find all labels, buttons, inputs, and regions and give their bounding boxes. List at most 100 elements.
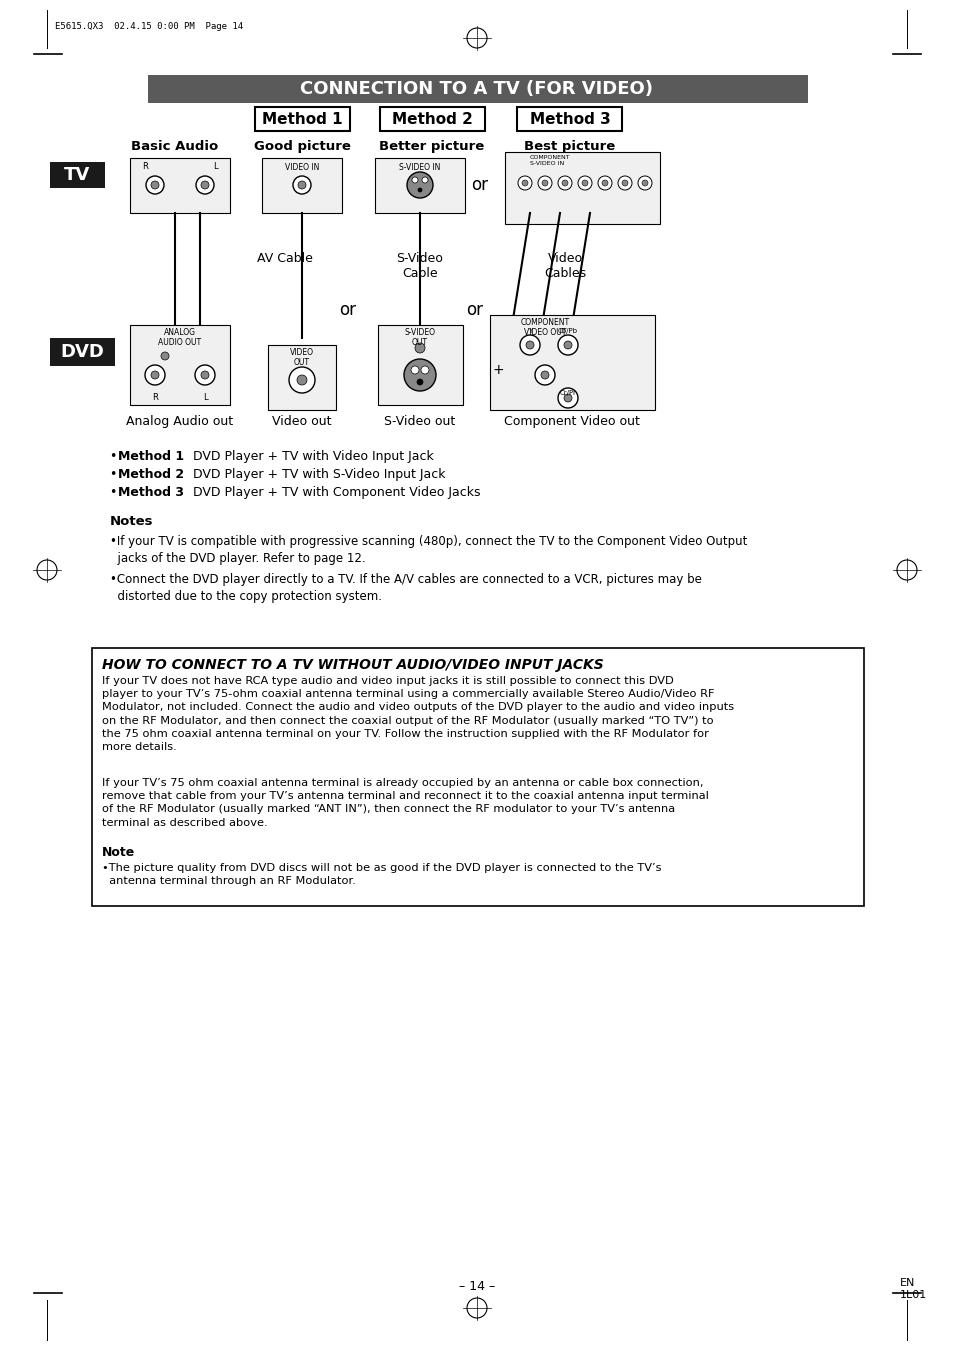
Text: If your TV’s 75 ohm coaxial antenna terminal is already occupied by an antenna o: If your TV’s 75 ohm coaxial antenna term… xyxy=(102,778,708,827)
Circle shape xyxy=(578,175,592,190)
Circle shape xyxy=(598,175,612,190)
Bar xyxy=(91,648,863,907)
Text: AV Cable: AV Cable xyxy=(256,252,313,264)
Circle shape xyxy=(561,179,567,186)
Circle shape xyxy=(558,389,578,407)
Text: S-Video out: S-Video out xyxy=(384,415,456,428)
Circle shape xyxy=(201,181,209,189)
Circle shape xyxy=(525,341,534,349)
Bar xyxy=(262,158,341,213)
Bar xyxy=(375,158,464,213)
Circle shape xyxy=(293,175,311,194)
Circle shape xyxy=(417,188,421,192)
Text: DVD: DVD xyxy=(60,343,104,362)
Circle shape xyxy=(151,181,159,189)
Text: R: R xyxy=(142,162,148,171)
Text: •Connect the DVD player directly to a TV. If the A/V cables are connected to a V: •Connect the DVD player directly to a TV… xyxy=(110,573,701,603)
Circle shape xyxy=(558,335,578,355)
Text: DVD Player + TV with S-Video Input Jack: DVD Player + TV with S-Video Input Jack xyxy=(185,468,445,482)
Circle shape xyxy=(145,366,165,384)
Bar xyxy=(379,107,484,131)
Text: If your TV does not have RCA type audio and video input jacks it is still possib: If your TV does not have RCA type audio … xyxy=(102,676,734,751)
Circle shape xyxy=(563,341,572,349)
Circle shape xyxy=(296,375,307,384)
Text: E5615.QX3  02.4.15 0:00 PM  Page 14: E5615.QX3 02.4.15 0:00 PM Page 14 xyxy=(55,22,243,31)
Circle shape xyxy=(558,175,572,190)
Circle shape xyxy=(563,394,572,402)
Text: ANALOG
AUDIO OUT: ANALOG AUDIO OUT xyxy=(158,328,201,348)
Bar xyxy=(517,107,621,131)
Circle shape xyxy=(517,175,532,190)
Text: Note: Note xyxy=(102,846,135,859)
Circle shape xyxy=(194,366,214,384)
Circle shape xyxy=(407,173,433,198)
Circle shape xyxy=(146,175,164,194)
Text: Video out: Video out xyxy=(272,415,332,428)
Text: EN
1L01: EN 1L01 xyxy=(899,1278,926,1299)
Circle shape xyxy=(403,359,436,391)
Circle shape xyxy=(161,352,169,360)
Circle shape xyxy=(420,366,429,374)
Circle shape xyxy=(411,366,418,374)
Circle shape xyxy=(415,343,424,353)
Circle shape xyxy=(601,179,607,186)
Circle shape xyxy=(416,379,422,384)
Text: •: • xyxy=(110,486,121,499)
Text: Method 1: Method 1 xyxy=(118,451,184,463)
Circle shape xyxy=(289,367,314,393)
Text: •The picture quality from DVD discs will not be as good if the DVD player is con: •The picture quality from DVD discs will… xyxy=(102,863,660,886)
Text: CONNECTION TO A TV (FOR VIDEO): CONNECTION TO A TV (FOR VIDEO) xyxy=(300,80,653,98)
Text: Best picture: Best picture xyxy=(524,140,615,152)
Bar xyxy=(254,107,350,131)
Text: S-VIDEO IN: S-VIDEO IN xyxy=(399,163,440,173)
Text: VIDEO IN: VIDEO IN xyxy=(285,163,319,173)
Text: Analog Audio out: Analog Audio out xyxy=(127,415,233,428)
Text: Method 3: Method 3 xyxy=(118,486,184,499)
Bar xyxy=(50,162,105,188)
Circle shape xyxy=(519,335,539,355)
Bar xyxy=(268,345,335,410)
Circle shape xyxy=(412,177,417,183)
Text: +: + xyxy=(492,363,503,376)
Circle shape xyxy=(618,175,631,190)
Text: •: • xyxy=(110,451,121,463)
Text: Cb/Pb: Cb/Pb xyxy=(558,328,578,335)
Bar xyxy=(148,76,807,103)
Bar xyxy=(50,339,115,366)
Text: Video
Cables: Video Cables xyxy=(543,252,585,281)
Bar xyxy=(490,316,655,410)
Circle shape xyxy=(151,371,159,379)
Bar xyxy=(377,325,462,405)
Text: S-VIDEO IN: S-VIDEO IN xyxy=(530,161,563,166)
Text: DVD Player + TV with Component Video Jacks: DVD Player + TV with Component Video Jac… xyxy=(185,486,480,499)
Bar xyxy=(504,152,659,224)
Circle shape xyxy=(195,175,213,194)
Text: Method 3: Method 3 xyxy=(529,112,610,127)
Circle shape xyxy=(621,179,627,186)
Text: Notes: Notes xyxy=(110,515,153,527)
Text: Method 1: Method 1 xyxy=(261,112,342,127)
Text: – 14 –: – 14 – xyxy=(458,1280,495,1292)
Text: S-Video
Cable: S-Video Cable xyxy=(396,252,443,281)
Text: Basic Audio: Basic Audio xyxy=(132,140,218,152)
Text: Method 2: Method 2 xyxy=(118,468,184,482)
Text: DVD Player + TV with Video Input Jack: DVD Player + TV with Video Input Jack xyxy=(185,451,434,463)
Bar xyxy=(130,158,230,213)
Circle shape xyxy=(540,371,548,379)
Circle shape xyxy=(201,371,209,379)
Circle shape xyxy=(421,177,428,183)
Circle shape xyxy=(537,175,552,190)
Text: L: L xyxy=(202,393,207,402)
Text: or: or xyxy=(466,301,483,318)
Text: Better picture: Better picture xyxy=(379,140,484,152)
Text: R: R xyxy=(152,393,158,402)
Text: Cr/Pr: Cr/Pr xyxy=(559,390,576,397)
Text: TV: TV xyxy=(64,166,90,183)
Text: or: or xyxy=(339,301,356,318)
Text: COMPONENT: COMPONENT xyxy=(530,155,570,161)
Text: Component Video out: Component Video out xyxy=(503,415,639,428)
Text: •: • xyxy=(110,468,121,482)
Circle shape xyxy=(297,181,306,189)
Text: Good picture: Good picture xyxy=(253,140,350,152)
Text: VIDEO
OUT: VIDEO OUT xyxy=(290,348,314,367)
